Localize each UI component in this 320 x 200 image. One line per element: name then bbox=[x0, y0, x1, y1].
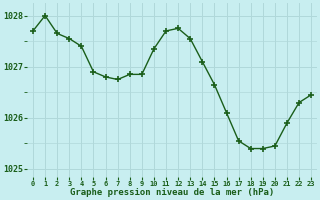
X-axis label: Graphe pression niveau de la mer (hPa): Graphe pression niveau de la mer (hPa) bbox=[70, 188, 274, 197]
